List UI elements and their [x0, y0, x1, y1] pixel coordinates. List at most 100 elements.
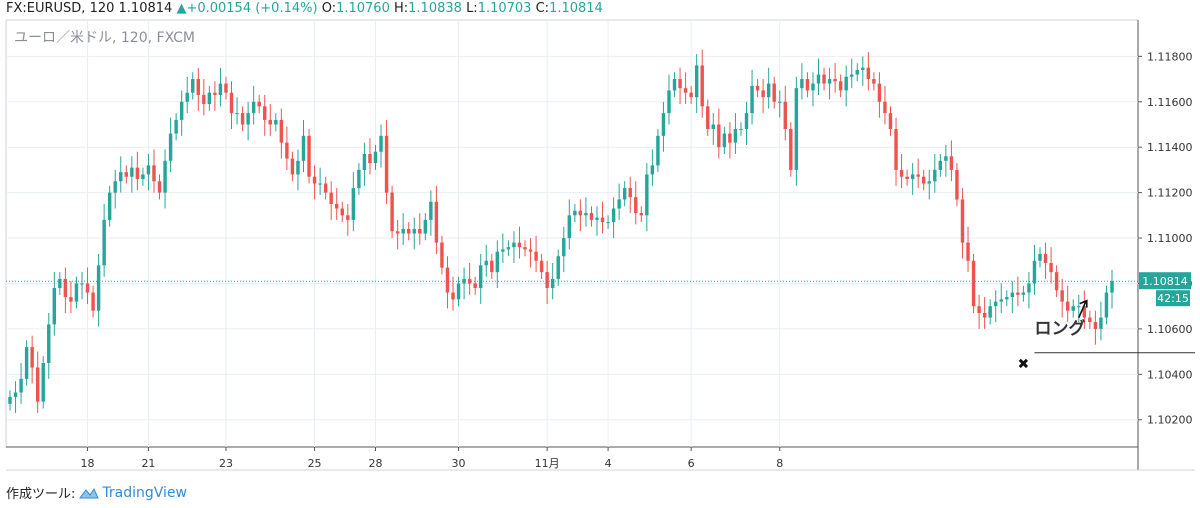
candle-body [606, 222, 610, 224]
high-value: 1.10838 [408, 1, 462, 16]
candle-body [944, 156, 948, 161]
candle [1099, 301, 1103, 341]
candle-body [589, 213, 594, 220]
stop-loss-cross-icon: ✖ [1018, 357, 1030, 373]
candle-body [113, 181, 117, 193]
candle-body [362, 154, 367, 170]
candle [750, 69, 754, 125]
candle-body [440, 242, 444, 268]
candle [24, 340, 29, 386]
candle-body [329, 192, 333, 204]
candle-body [916, 174, 920, 177]
candle [578, 199, 583, 232]
candle-body [567, 215, 572, 239]
candle [512, 231, 516, 264]
candle-body [135, 167, 140, 179]
candle-body [8, 397, 12, 404]
candle-body [19, 378, 23, 393]
long-arrow-head-icon [1079, 299, 1088, 308]
candle [213, 81, 217, 111]
close-value: 1.10814 [549, 1, 603, 16]
candle [91, 285, 95, 318]
candle-body [268, 119, 272, 125]
last-price: 1.10814 [118, 1, 173, 16]
candle [622, 181, 627, 207]
candle [279, 108, 284, 159]
candle-body [1038, 253, 1042, 261]
candle [41, 356, 45, 409]
candle [329, 181, 333, 220]
candle [207, 85, 212, 111]
x-tick-label: 8 [776, 457, 783, 470]
candle [257, 94, 261, 114]
candle-body [213, 92, 217, 95]
candle [628, 176, 632, 214]
candle [772, 76, 776, 109]
candle [346, 203, 350, 236]
candle [323, 176, 328, 200]
candle-body [650, 165, 655, 175]
candle-body [766, 83, 771, 98]
candle-body [1016, 292, 1020, 295]
candle-body [157, 181, 162, 193]
candle [296, 149, 300, 191]
candle [993, 290, 998, 323]
candle [390, 185, 394, 239]
candle-body [224, 83, 228, 93]
candle [146, 154, 151, 191]
x-tick-label: 6 [688, 457, 695, 470]
candle-body [595, 217, 599, 220]
candle [490, 253, 494, 279]
candle-body [689, 92, 693, 98]
candle [534, 235, 538, 273]
candle [617, 183, 621, 220]
candle-body [1027, 283, 1031, 293]
candle-body [744, 113, 749, 130]
candle [905, 169, 909, 186]
x-tick-label: 25 [308, 457, 322, 470]
made-with-label: 作成ツール: [6, 487, 76, 502]
long-arrow-icon [1078, 301, 1087, 318]
candle [910, 163, 915, 195]
candle [168, 117, 173, 173]
candle-body [778, 101, 782, 103]
candle [52, 272, 57, 336]
candle [224, 76, 228, 100]
candle [462, 267, 466, 300]
candle-body [368, 154, 372, 164]
candle [340, 201, 344, 223]
candle [639, 206, 644, 223]
candle-body [1093, 322, 1098, 329]
y-tick-label: 1.11000 [1147, 232, 1193, 245]
candle [418, 213, 422, 245]
countdown-badge [1156, 290, 1190, 307]
candle-body [534, 251, 538, 261]
candle [634, 181, 638, 225]
tradingview-brand[interactable]: TradingView [79, 485, 187, 501]
candle-body [462, 278, 466, 284]
close-label: C: [535, 1, 550, 16]
candle [85, 267, 90, 304]
candle-body [91, 292, 95, 311]
candle-body [755, 85, 760, 91]
candle-body [883, 101, 887, 114]
candle-body [622, 188, 627, 200]
x-tick-label: 30 [452, 457, 466, 470]
candle [949, 140, 954, 182]
candle [384, 119, 389, 204]
candle-body [683, 88, 688, 93]
candle [179, 90, 184, 136]
candle-body [473, 283, 477, 289]
candle-body [811, 83, 815, 91]
candle-body [13, 392, 18, 398]
candle-body [838, 81, 843, 91]
candle [19, 362, 23, 404]
candle [717, 108, 721, 159]
candle [678, 67, 682, 105]
symbol-name[interactable]: FX:EURUSD, 120 [6, 1, 115, 16]
candle [877, 72, 882, 118]
candle [517, 226, 522, 259]
candle-body [711, 124, 716, 130]
candle [440, 235, 444, 275]
